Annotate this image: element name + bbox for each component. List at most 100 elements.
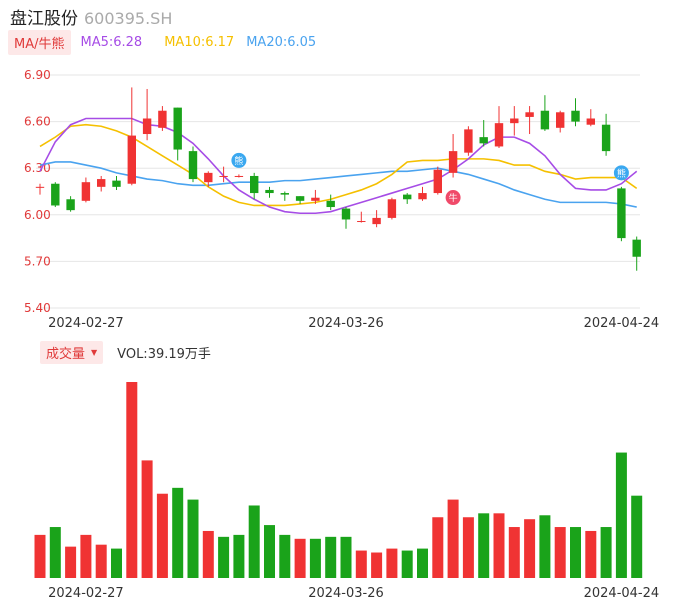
- marker-label: 熊: [617, 167, 626, 179]
- candle-body: [265, 189, 274, 194]
- volume-bar: [554, 527, 566, 578]
- candle-body: [311, 197, 320, 201]
- volume-bar: [386, 548, 398, 578]
- candlestick: [127, 87, 136, 186]
- volume-x-tick-label: 2024-03-26: [308, 586, 384, 601]
- volume-bar: [172, 487, 184, 578]
- ma-indicator-toggle[interactable]: MA/牛熊: [8, 30, 71, 55]
- chevron-down-icon: ▼: [91, 348, 98, 357]
- candlestick: [357, 211, 366, 223]
- candlestick: [35, 183, 45, 195]
- candlestick: [311, 189, 320, 204]
- volume-legend: 成交量 ▼ VOL:39.19万手: [40, 341, 211, 364]
- volume-bar: [585, 530, 597, 578]
- volume-bar: [539, 515, 551, 578]
- candlestick: [510, 106, 519, 136]
- marker-circle: [231, 152, 247, 168]
- x-tick-label: 2024-02-27: [48, 316, 124, 331]
- volume-x-tick-label: 2024-04-24: [584, 586, 660, 601]
- stock-name: 盘江股份: [10, 9, 78, 29]
- candlestick: [571, 98, 580, 127]
- candle-body: [403, 194, 412, 200]
- candle-body: [280, 193, 289, 195]
- bear-marker-icon: 熊: [231, 152, 247, 168]
- candle-body: [617, 188, 626, 239]
- volume-bar: [447, 499, 459, 578]
- ma20-line: [39, 161, 637, 208]
- candle-body: [158, 110, 167, 128]
- candlestick: [586, 109, 595, 127]
- volume-indicator-toggle[interactable]: 成交量 ▼: [40, 341, 104, 364]
- candlestick: [525, 106, 534, 135]
- candlestick: [372, 210, 381, 228]
- candle-body: [219, 175, 228, 177]
- ma10-line: [39, 123, 638, 207]
- volume-bar: [218, 536, 230, 578]
- marker-circle: [445, 190, 461, 206]
- candlestick: [632, 236, 641, 271]
- candlestick: [387, 197, 397, 220]
- candle-body: [127, 135, 136, 184]
- volume-bar: [401, 550, 413, 578]
- candlestick: [219, 166, 228, 183]
- volume-bar: [202, 530, 214, 578]
- volume-bar: [371, 552, 383, 578]
- volume-bar: [432, 517, 444, 578]
- candlestick: [81, 177, 91, 203]
- volume-bar: [325, 536, 337, 578]
- candle-body: [540, 110, 550, 130]
- candle-body: [250, 175, 259, 194]
- y-tick-label: 5.40: [24, 301, 51, 315]
- x-tick-label: 2024-04-24: [584, 316, 660, 331]
- volume-bar: [524, 519, 536, 578]
- volume-bar: [80, 534, 92, 578]
- candle-body: [188, 151, 198, 180]
- ma20-legend: MA20:6.05: [246, 35, 317, 50]
- candle-body: [556, 112, 565, 128]
- candlestick: [479, 120, 488, 147]
- candlestick: [433, 166, 442, 195]
- volume-bar: [615, 452, 627, 578]
- ma10-legend: MA10:6.17: [164, 35, 235, 50]
- candlestick: [142, 88, 152, 141]
- candlestick: [326, 194, 335, 211]
- marker-label: 熊: [234, 155, 243, 167]
- y-tick-label: 6.00: [24, 208, 51, 222]
- candle-body: [35, 186, 45, 188]
- candlestick: [448, 134, 458, 178]
- candlestick: [403, 193, 412, 204]
- volume-bar: [478, 513, 490, 578]
- marker-label: 牛: [449, 192, 458, 204]
- candle-body: [234, 175, 244, 177]
- candlestick: [265, 186, 274, 198]
- volume-bar: [600, 527, 612, 578]
- candle-body: [571, 110, 580, 122]
- y-tick-label: 6.60: [24, 115, 51, 129]
- volume-bar: [462, 517, 474, 578]
- volume-bar: [233, 534, 245, 578]
- candle-body: [81, 182, 91, 201]
- candle-body: [51, 183, 60, 206]
- candle-body: [295, 196, 305, 201]
- volume-bar: [294, 538, 306, 578]
- volume-bar: [493, 513, 505, 578]
- candle-body: [418, 193, 427, 200]
- candlestick: [617, 186, 626, 242]
- ma5-legend: MA5:6.28: [80, 35, 143, 50]
- volume-bar: [508, 527, 520, 578]
- ma5-line: [39, 117, 638, 215]
- volume-value: VOL:39.19万手: [117, 347, 211, 362]
- candlestick: [97, 175, 106, 192]
- candle-body: [510, 118, 519, 124]
- candlestick: [204, 171, 213, 187]
- volume-bar: [279, 534, 291, 578]
- candlestick: [158, 106, 167, 131]
- volume-bar: [156, 493, 168, 578]
- volume-bar: [34, 534, 46, 578]
- volume-bar: [570, 527, 581, 578]
- volume-bar: [417, 548, 428, 578]
- candlestick: [66, 196, 75, 212]
- volume-bar: [631, 495, 643, 578]
